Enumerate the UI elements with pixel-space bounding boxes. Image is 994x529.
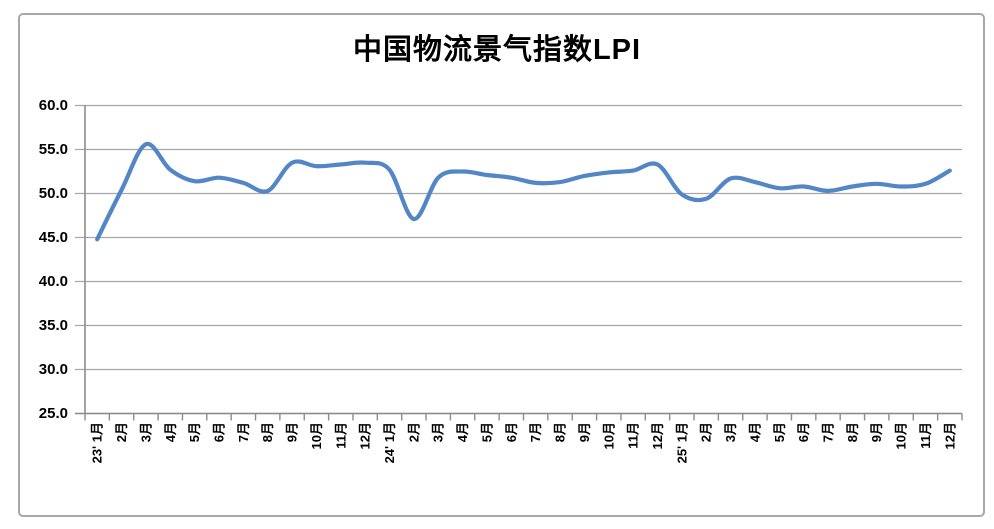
x-axis-tick-label: 12月: [650, 422, 665, 449]
y-axis-tick-label: 55.0: [39, 141, 68, 158]
x-axis-tick-label: 3月: [723, 422, 738, 442]
x-axis-tick-label: 9月: [869, 422, 884, 442]
x-axis-tick-label: 7月: [528, 422, 543, 442]
y-axis-tick-label: 45.0: [39, 229, 68, 246]
x-axis-tick-label: 4月: [455, 422, 470, 442]
x-axis-tick-label: 10月: [894, 422, 909, 449]
x-axis-tick-label: 8月: [845, 422, 860, 442]
x-axis-tick-label: 11月: [918, 422, 933, 449]
x-axis-tick-label: 5月: [772, 422, 787, 442]
x-axis-tick-label: 11月: [333, 422, 348, 449]
x-axis-tick-label: 5月: [479, 422, 494, 442]
x-axis-tick-label: 7月: [821, 422, 836, 442]
x-axis-tick-label: 7月: [236, 422, 251, 442]
x-axis-tick-label: 11月: [626, 422, 641, 449]
x-axis-tick-label: 6月: [504, 422, 519, 442]
x-axis-tick-label: 9月: [577, 422, 592, 442]
y-axis-tick-label: 50.0: [39, 185, 68, 202]
x-axis-tick-label: 12月: [358, 422, 373, 449]
lpi-line-series: [95, 141, 952, 242]
x-axis-tick-label: 24' 1月: [382, 422, 397, 463]
y-axis-tick-label: 25.0: [39, 405, 68, 422]
y-axis-tick-label: 30.0: [39, 361, 68, 378]
x-axis-tick-label: 6月: [211, 422, 226, 442]
y-axis-tick-label: 60.0: [39, 97, 68, 114]
chart-border: [18, 13, 985, 517]
y-axis-tick-label: 40.0: [39, 273, 68, 290]
x-axis-tick-label: 4月: [163, 422, 178, 442]
x-axis-tick-label: 10月: [601, 422, 616, 449]
x-axis-tick-label: 3月: [431, 422, 446, 442]
x-axis-tick-label: 2月: [406, 422, 421, 442]
y-axis-tick-label: 35.0: [39, 317, 68, 334]
x-axis-tick-label: 6月: [796, 422, 811, 442]
x-axis-tick-label: 25' 1月: [674, 422, 689, 463]
x-axis-tick-label: 5月: [187, 422, 202, 442]
x-axis-tick-label: 12月: [942, 422, 957, 449]
x-axis-tick-label: 9月: [285, 422, 300, 442]
x-axis-tick-label: 2月: [699, 422, 714, 442]
x-axis-tick-label: 3月: [138, 422, 153, 442]
x-axis-tick-label: 8月: [260, 422, 275, 442]
x-axis-tick-label: 4月: [747, 422, 762, 442]
x-axis-tick-label: 10月: [309, 422, 324, 449]
x-axis-tick-label: 8月: [553, 422, 568, 442]
x-axis-tick-label: 2月: [114, 422, 129, 442]
x-axis-tick-label: 23' 1月: [90, 422, 105, 463]
